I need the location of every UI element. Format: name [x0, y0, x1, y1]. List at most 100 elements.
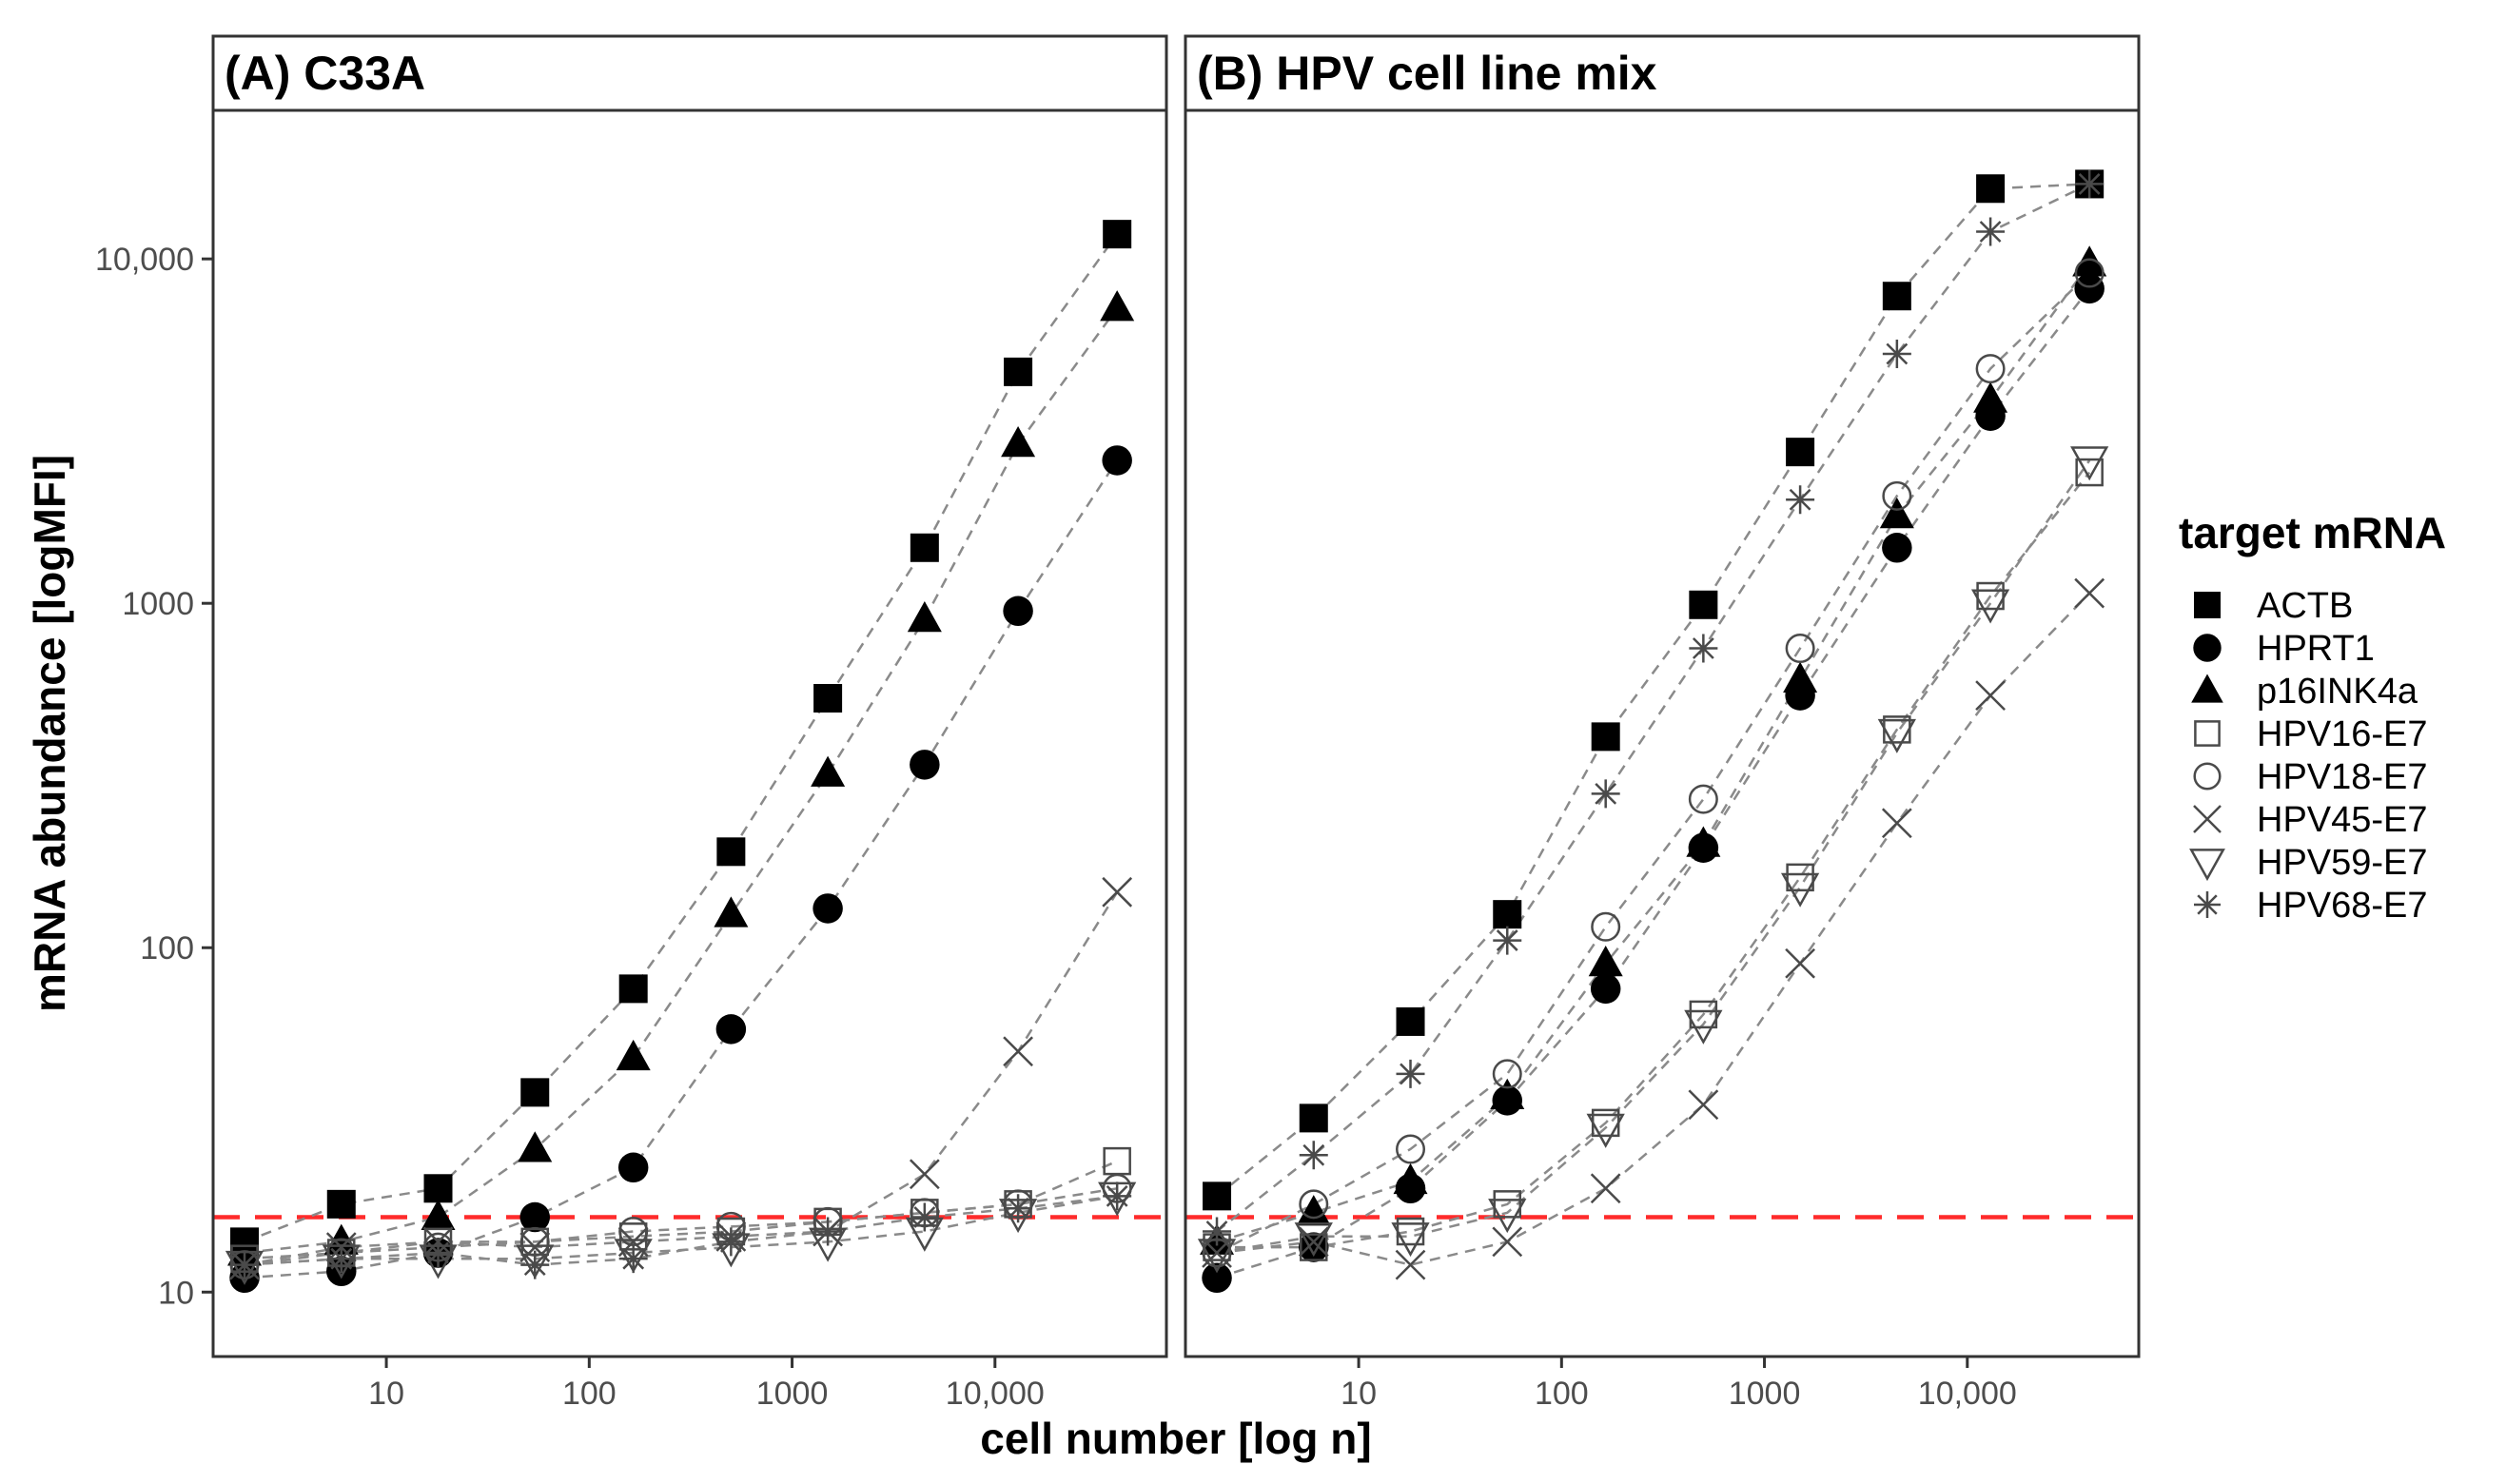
- y-axis: 10 100 1000 10,000: [95, 242, 213, 1311]
- series-line-actb: [244, 233, 1119, 1243]
- data-point-hpv68-e7: [1493, 926, 1522, 955]
- data-point-hpv16-e7: [1786, 863, 1814, 892]
- legend-key-hpv59-e7: [2189, 849, 2225, 882]
- data-point-actb: [1689, 590, 1718, 619]
- data-point-hprt1: [1882, 533, 1912, 563]
- legend-label: HPV68-E7: [2257, 886, 2428, 926]
- legend-key-hpv68-e7: [2194, 891, 2221, 918]
- x-tick-label: 10: [1341, 1376, 1377, 1412]
- data-point-hpv45-e7: [1881, 808, 1912, 839]
- legend-item-hpv18-e7: HPV18-E7: [2193, 757, 2428, 797]
- data-point-hpv68-e7: [1203, 1217, 1232, 1246]
- data-point-hpv45-e7: [1785, 947, 1815, 979]
- data-point-actb: [1786, 438, 1815, 467]
- legend-item-hprt1: HPRT1: [2193, 629, 2375, 669]
- data-point-p16ink4a: [1783, 661, 1818, 693]
- data-point-hpv45-e7: [1202, 1238, 1232, 1268]
- legend-key-actb: [2194, 592, 2221, 618]
- data-point-p16ink4a: [811, 755, 846, 787]
- legend-item-hpv59-e7: HPV59-E7: [2189, 843, 2428, 883]
- data-point-hpv18-e7: [1785, 634, 1815, 664]
- data-point-hpv18-e7: [1591, 911, 1621, 942]
- data-point-actb: [1591, 722, 1620, 752]
- data-point-p16ink4a: [1296, 1195, 1331, 1226]
- series-line-p16ink4a: [244, 307, 1119, 1255]
- data-point-actb: [1396, 1006, 1425, 1036]
- panel-a: (A) C33A: [211, 34, 1168, 1358]
- data-point-actb: [1493, 900, 1522, 929]
- data-point-hpv16-e7: [2075, 458, 2104, 487]
- data-point-hprt1: [519, 1201, 551, 1233]
- data-point-hpv18-e7: [1299, 1189, 1329, 1220]
- data-point-hpv68-e7: [1882, 339, 1911, 368]
- data-point-hpv68-e7: [1299, 1141, 1328, 1170]
- data-point-hpv45-e7: [1298, 1226, 1329, 1258]
- legend-item-hpv45-e7: HPV45-E7: [2193, 800, 2428, 840]
- data-point-hpv68-e7: [716, 1227, 746, 1257]
- series-line-hprt1: [1216, 287, 2091, 1279]
- data-point-p16ink4a: [2072, 245, 2107, 277]
- data-point-hpv45-e7: [1975, 680, 2006, 711]
- legend-label: p16INK4a: [2257, 672, 2418, 712]
- legend-key-hpv18-e7: [2193, 762, 2222, 791]
- data-point-hprt1: [910, 750, 940, 780]
- data-point-p16ink4a: [518, 1131, 553, 1162]
- panel-b-title: (B) HPV cell line mix: [1197, 47, 1657, 100]
- data-point-hpv68-e7: [2075, 169, 2105, 199]
- series-line-hpv16-e7: [1217, 471, 2091, 1249]
- data-point-p16ink4a: [1588, 946, 1623, 977]
- data-point-hprt1: [617, 1152, 649, 1183]
- data-point-hpv45-e7: [2074, 577, 2105, 609]
- data-point-hpv68-e7: [1004, 1194, 1033, 1223]
- y-tick-label: 100: [140, 930, 194, 967]
- x-tick-label: 1000: [756, 1376, 829, 1412]
- data-point-hpv59-e7: [1877, 718, 1916, 753]
- data-point-actb: [520, 1078, 550, 1107]
- data-point-hpv18-e7: [1882, 480, 1912, 511]
- series-line-hpv68-e7: [1216, 183, 2090, 1233]
- data-point-p16ink4a: [421, 1199, 456, 1231]
- panel-b-strip: [1184, 34, 2141, 112]
- panel-b-border: [1184, 108, 2141, 1358]
- data-point-hpv68-e7: [1591, 779, 1620, 809]
- data-point-actb: [1203, 1181, 1232, 1211]
- data-point-hpv45-e7: [1102, 876, 1133, 908]
- data-point-hpv18-e7: [2074, 258, 2105, 288]
- data-point-hprt1: [812, 893, 843, 924]
- data-point-p16ink4a: [1973, 381, 2008, 413]
- x-tick-label: 100: [1535, 1376, 1589, 1412]
- data-point-hprt1: [2074, 273, 2105, 304]
- panel-b-plot-area: [1185, 110, 2139, 1357]
- y-tick-label: 10,000: [95, 242, 194, 278]
- data-point-hpv45-e7: [1003, 1036, 1033, 1067]
- data-point-p16ink4a: [1393, 1162, 1428, 1195]
- legend-key-hpv16-e7: [2194, 720, 2221, 747]
- data-point-hpv45-e7: [1395, 1249, 1426, 1280]
- data-point-hpv59-e7: [1586, 1113, 1625, 1148]
- data-point-actb: [1103, 220, 1132, 249]
- series-line-hpv18-e7: [1216, 272, 2091, 1255]
- series-line-hprt1: [244, 459, 1119, 1279]
- x-tick-label: 100: [562, 1376, 617, 1412]
- legend-label: HPV45-E7: [2257, 800, 2428, 840]
- series-line-p16ink4a: [1216, 263, 2091, 1243]
- data-point-hpv59-e7: [2070, 446, 2109, 481]
- data-point-hpv59-e7: [1294, 1222, 1333, 1258]
- data-point-actb: [423, 1174, 453, 1203]
- y-tick-label: 10: [158, 1275, 194, 1311]
- legend-label: HPV16-E7: [2257, 714, 2428, 754]
- data-point-hpv16-e7: [1300, 1233, 1328, 1261]
- x-axis-title: cell number [log n]: [980, 1414, 1371, 1463]
- series-line-hpv68-e7: [244, 1195, 1118, 1266]
- y-axis-title: mRNA abundance [logMFI]: [25, 455, 74, 1012]
- data-point-hpv45-e7: [1688, 1089, 1719, 1121]
- data-point-p16ink4a: [714, 896, 749, 928]
- data-point-hpv68-e7: [1786, 485, 1815, 515]
- data-point-actb: [813, 684, 843, 713]
- legend-label: HPV18-E7: [2257, 757, 2428, 797]
- data-point-hpv59-e7: [614, 1239, 653, 1274]
- legend-label: HPV59-E7: [2257, 843, 2428, 883]
- data-point-hpv59-e7: [1780, 872, 1820, 908]
- legend-label: HPRT1: [2257, 629, 2375, 669]
